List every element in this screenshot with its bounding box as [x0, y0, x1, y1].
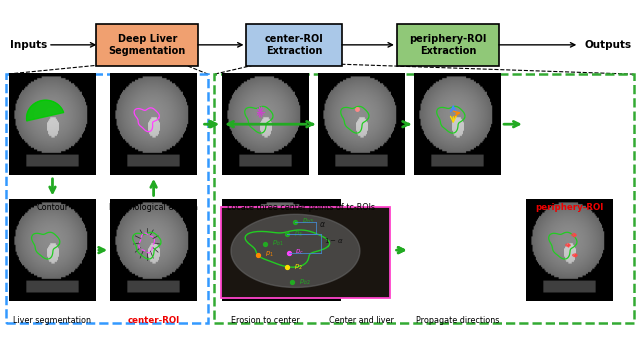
FancyBboxPatch shape	[221, 207, 390, 298]
Text: Outputs: Outputs	[584, 40, 632, 50]
Text: Deep Liver
Segmentation: Deep Liver Segmentation	[109, 34, 186, 56]
Text: $p_{b2}$: $p_{b2}$	[299, 277, 310, 287]
Text: $p_{b1}$: $p_{b1}$	[272, 239, 284, 248]
Text: periphery-ROI
Extraction: periphery-ROI Extraction	[410, 34, 486, 56]
Text: $p_{b3}$: $p_{b3}$	[302, 217, 314, 226]
Text: $p_3$: $p_3$	[294, 230, 303, 239]
Text: $p_2$: $p_2$	[294, 263, 303, 272]
Text: $\alpha$: $\alpha$	[319, 220, 326, 229]
FancyBboxPatch shape	[397, 24, 499, 66]
FancyBboxPatch shape	[96, 24, 198, 66]
Text: Propagate directions: Propagate directions	[416, 316, 499, 325]
FancyBboxPatch shape	[246, 24, 342, 66]
Text: Inputs: Inputs	[10, 40, 47, 50]
Text: Contour: Contour	[36, 203, 68, 211]
Text: Center and liver: Center and liver	[329, 316, 394, 325]
Text: $p_1$: $p_1$	[265, 250, 274, 259]
Polygon shape	[27, 100, 63, 121]
Text: center-ROI
Extraction: center-ROI Extraction	[265, 34, 324, 56]
Polygon shape	[231, 214, 360, 287]
Text: Liver segmentation: Liver segmentation	[13, 316, 92, 325]
Text: Locate three center points of tc-ROIs: Locate three center points of tc-ROIs	[227, 203, 375, 211]
Text: center-ROI: center-ROI	[127, 316, 180, 325]
Text: $p_c$: $p_c$	[296, 248, 304, 257]
Text: Morphological erosion: Morphological erosion	[109, 203, 198, 211]
Bar	[246, 209, 317, 283]
Text: $1-\alpha$: $1-\alpha$	[324, 236, 344, 245]
Text: Erosion to center: Erosion to center	[231, 316, 300, 325]
Text: periphery-ROI: periphery-ROI	[536, 203, 604, 211]
